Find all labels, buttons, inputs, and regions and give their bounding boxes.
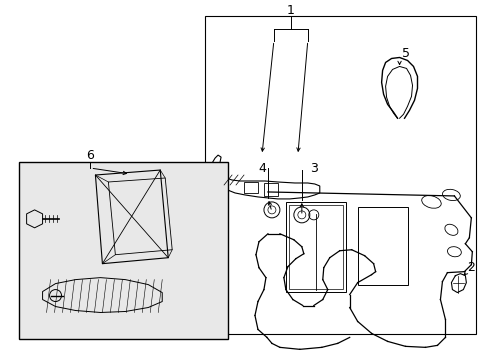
Bar [19, 162, 227, 339]
Text: 1: 1 [286, 4, 294, 17]
Text: 6: 6 [86, 149, 94, 162]
Text: 5: 5 [401, 47, 409, 60]
Text: 3: 3 [309, 162, 317, 175]
Bar [357, 207, 407, 285]
Bar [285, 202, 345, 292]
Text: 4: 4 [258, 162, 265, 175]
Text: 2: 2 [467, 261, 474, 274]
Bar [288, 205, 342, 289]
Bar [204, 15, 475, 334]
